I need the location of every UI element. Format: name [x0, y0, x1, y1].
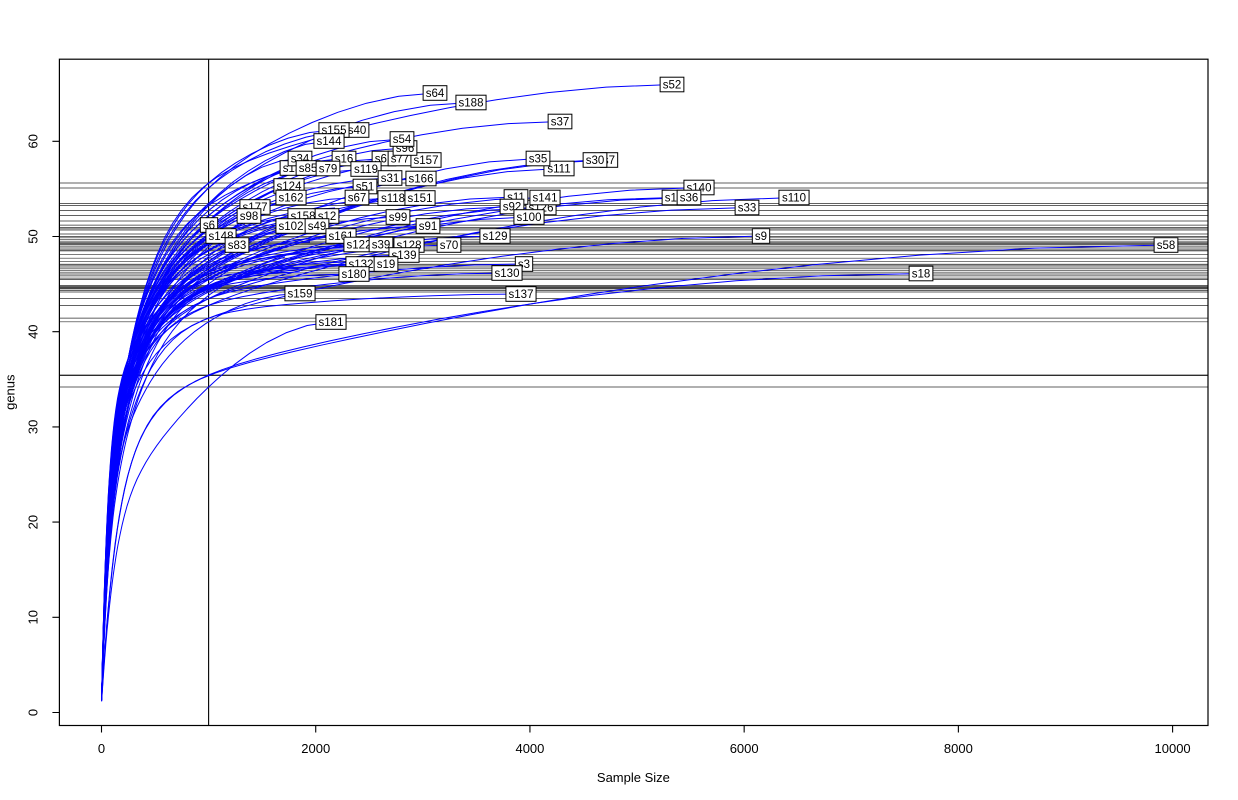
svg-text:s181: s181 — [319, 317, 344, 329]
svg-text:s98: s98 — [240, 211, 259, 223]
svg-text:60: 60 — [26, 134, 41, 148]
svg-text:s180: s180 — [342, 269, 367, 281]
svg-text:s52: s52 — [663, 80, 682, 92]
svg-text:s188: s188 — [459, 98, 484, 110]
svg-text:s91: s91 — [419, 221, 438, 233]
svg-text:s130: s130 — [495, 268, 520, 280]
svg-text:4000: 4000 — [515, 741, 544, 756]
svg-text:s100: s100 — [517, 212, 542, 224]
svg-text:s99: s99 — [389, 212, 408, 224]
svg-text:s85: s85 — [299, 163, 318, 175]
svg-text:s19: s19 — [377, 259, 396, 271]
svg-text:s36: s36 — [680, 193, 699, 205]
svg-text:genus: genus — [3, 374, 18, 410]
svg-text:s37: s37 — [551, 117, 570, 129]
svg-text:10: 10 — [26, 610, 41, 624]
svg-text:s39: s39 — [372, 240, 391, 252]
svg-text:10000: 10000 — [1155, 741, 1191, 756]
svg-text:s70: s70 — [440, 240, 459, 252]
svg-text:6000: 6000 — [730, 741, 759, 756]
svg-text:20: 20 — [26, 515, 41, 529]
svg-text:s129: s129 — [483, 231, 508, 243]
svg-text:s18: s18 — [912, 269, 931, 281]
svg-text:s157: s157 — [414, 155, 439, 167]
svg-text:s110: s110 — [782, 193, 806, 205]
svg-text:s162: s162 — [279, 193, 304, 205]
svg-text:s54: s54 — [393, 134, 412, 146]
svg-text:50: 50 — [26, 229, 41, 243]
svg-text:s30: s30 — [586, 155, 605, 167]
svg-text:8000: 8000 — [944, 741, 973, 756]
svg-text:s49: s49 — [308, 221, 327, 233]
svg-text:s166: s166 — [409, 174, 434, 186]
svg-text:0: 0 — [26, 709, 41, 716]
svg-text:s102: s102 — [279, 221, 304, 233]
svg-text:s159: s159 — [288, 289, 313, 301]
svg-text:s58: s58 — [1157, 240, 1176, 252]
svg-text:s137: s137 — [509, 289, 534, 301]
svg-text:s83: s83 — [228, 240, 247, 252]
svg-text:s31: s31 — [381, 173, 400, 185]
svg-text:s40: s40 — [348, 125, 367, 137]
svg-text:Sample Size: Sample Size — [597, 770, 670, 785]
svg-text:s64: s64 — [426, 88, 445, 100]
svg-text:s122: s122 — [347, 240, 372, 252]
svg-text:s119: s119 — [354, 164, 378, 176]
svg-text:s111: s111 — [547, 164, 570, 176]
svg-text:s33: s33 — [738, 203, 757, 215]
svg-text:s118: s118 — [381, 193, 405, 205]
svg-text:s141: s141 — [533, 193, 558, 205]
svg-text:30: 30 — [26, 420, 41, 434]
svg-text:2000: 2000 — [301, 741, 330, 756]
svg-text:0: 0 — [98, 741, 105, 756]
svg-text:s9: s9 — [755, 231, 767, 243]
svg-text:s77: s77 — [391, 154, 410, 166]
svg-text:s67: s67 — [348, 193, 367, 205]
svg-text:s35: s35 — [529, 154, 548, 166]
svg-text:40: 40 — [26, 324, 41, 338]
svg-text:s151: s151 — [408, 193, 433, 205]
svg-text:s144: s144 — [317, 136, 343, 148]
svg-text:s79: s79 — [319, 164, 338, 176]
